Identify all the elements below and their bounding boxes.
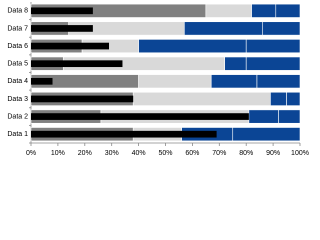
x-tick-label: 90% xyxy=(266,150,280,157)
bar-segment xyxy=(278,109,301,124)
bar-segment xyxy=(275,3,301,18)
y-tick-label: Data 4 xyxy=(7,78,28,85)
x-tick-label: 100% xyxy=(291,150,309,157)
y-tick-label: Data 5 xyxy=(7,61,28,68)
bar-segment xyxy=(262,21,301,36)
x-tick-label: 30% xyxy=(105,150,119,157)
target-bar xyxy=(31,60,123,68)
y-tick-label: Data 2 xyxy=(7,113,28,120)
y-tick-label: Data 8 xyxy=(7,8,28,15)
bar-segment xyxy=(248,109,279,124)
y-tick-label: Data 7 xyxy=(7,25,28,32)
bar-segment xyxy=(270,91,287,106)
target-bar xyxy=(31,77,53,85)
target-bar xyxy=(31,130,217,138)
chart: 0% 10% 20% 30% 40% 50% 60% 70% 80% 90% 100% Data 1 D… xyxy=(7,2,309,157)
bar-segment xyxy=(138,39,247,54)
y-tick-label: Data 1 xyxy=(7,131,28,138)
y-tick-label: Data 3 xyxy=(7,96,28,103)
bar-segment xyxy=(205,3,252,18)
target-bar xyxy=(31,42,110,50)
x-tick-label: 0% xyxy=(26,150,36,157)
x-tick-label: 60% xyxy=(185,150,199,157)
target-bar xyxy=(31,95,134,103)
bar-segment xyxy=(256,74,301,89)
x-tick-label: 70% xyxy=(212,150,226,157)
x-tick-label: 50% xyxy=(158,150,172,157)
x-tick-label: 10% xyxy=(51,150,65,157)
target-bar xyxy=(31,7,93,15)
bar-segment xyxy=(184,21,263,36)
bar-segment xyxy=(251,3,277,18)
bar-segment xyxy=(210,74,258,89)
target-bar xyxy=(31,25,93,32)
bar-segment xyxy=(232,127,301,142)
target-bar xyxy=(31,113,249,120)
bar-segment xyxy=(245,56,301,71)
bar-segment xyxy=(138,74,212,89)
bar-segment xyxy=(132,91,271,106)
bar-segment xyxy=(286,91,301,106)
x-tick-label: 40% xyxy=(132,150,146,157)
x-tick-label: 80% xyxy=(239,150,253,157)
bar-segment xyxy=(245,39,301,54)
y-tick-label: Data 6 xyxy=(7,43,28,50)
bar-segment xyxy=(224,56,247,71)
x-tick-label: 20% xyxy=(78,150,92,157)
